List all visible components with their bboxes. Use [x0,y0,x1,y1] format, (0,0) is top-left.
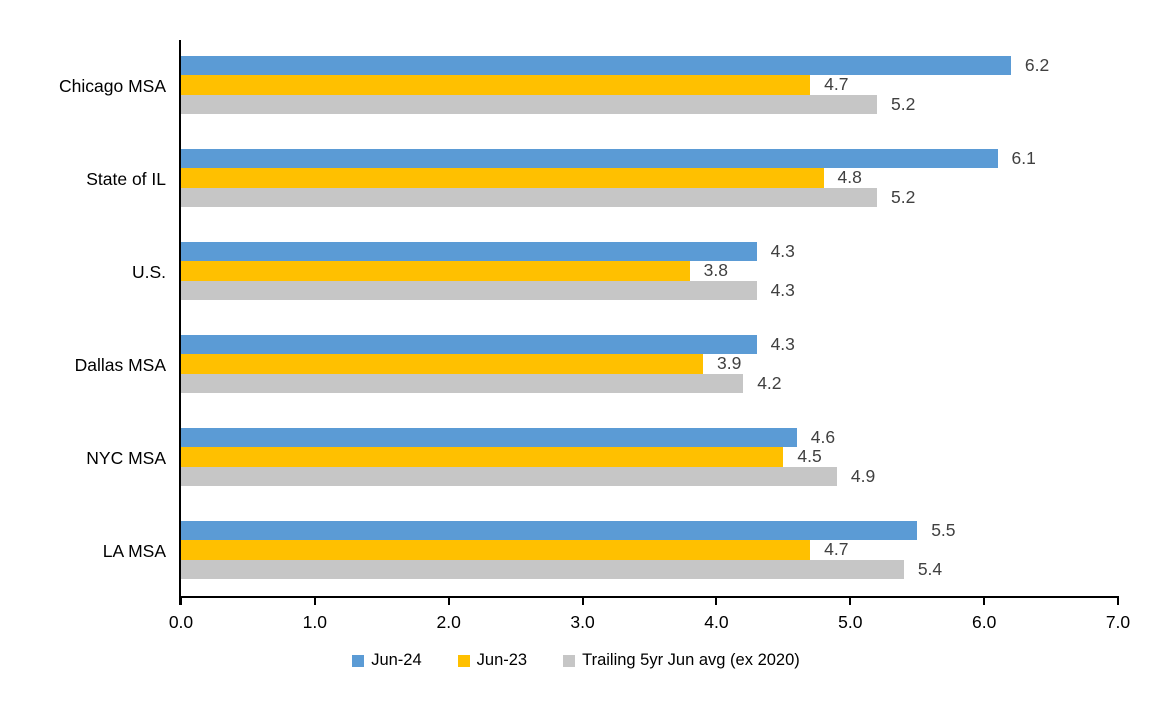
bar-value-label: 4.2 [757,372,782,393]
x-axis-tick [983,598,986,605]
x-axis-tick-label: 2.0 [436,612,461,632]
bar-jun-24-u-s [181,241,757,261]
bar-value-label: 4.3 [770,279,795,300]
x-axis-tick-label: 7.0 [1105,612,1131,632]
x-axis-tick-label: 4.0 [704,612,729,632]
category-label-chicago-msa: Chicago MSA [59,76,166,96]
bar-jun-23-u-s [181,261,690,281]
bar-value-label: 5.2 [891,186,916,207]
x-axis-tick-label: 6.0 [971,612,997,632]
legend-item-jun-23: Jun-23 [457,651,528,670]
bar-value-label: 4.5 [797,446,822,467]
category-label-state-of-il: State of IL [86,169,166,189]
bar-value-label: 4.7 [824,539,849,560]
x-axis-tick [180,598,182,605]
bar-trailing-5yr-jun-avg-ex-2020-state-of-il [181,187,878,207]
bar-value-label: 4.6 [810,426,836,447]
bar-value-label: 4.9 [850,465,876,486]
bar-value-label: 4.8 [837,167,862,188]
bar-jun-24-state-of-il [181,148,998,168]
x-axis-tick [313,598,316,605]
bar-value-label: 3.8 [703,260,728,281]
bar-jun-23-la-msa [181,540,811,560]
bar-trailing-5yr-jun-avg-ex-2020-nyc-msa [181,466,837,486]
bar-jun-23-chicago-msa [181,75,811,95]
legend-swatch-icon [352,654,365,667]
x-axis-tick-label: 3.0 [570,612,595,632]
x-axis-tick [581,598,584,605]
x-axis-tick-label: 5.0 [838,612,863,632]
bar-value-label: 3.9 [717,353,742,374]
legend-label: Jun-24 [371,651,422,669]
chart-legend: Jun-24 Jun-23 Trailing 5yr Jun avg (ex 202… [0,651,1152,670]
bar-jun-24-dallas-msa [181,334,757,354]
bar-jun-24-la-msa [181,520,918,540]
bar-value-label: 4.3 [770,333,795,354]
category-label-dallas-msa: Dallas MSA [74,355,166,375]
x-axis-line [179,596,1119,598]
bar-jun-23-state-of-il [181,168,824,188]
category-label-la-msa: LA MSA [102,541,166,561]
bar-trailing-5yr-jun-avg-ex-2020-la-msa [181,559,904,579]
legend-item-jun-24: Jun-24 [352,651,422,670]
x-axis-tick [447,598,450,605]
bar-value-label: 4.3 [770,240,795,261]
category-label-nyc-msa: NYC MSA [86,448,166,468]
bar-trailing-5yr-jun-avg-ex-2020-u-s [181,280,757,300]
legend-swatch-icon [563,654,576,667]
y-axis-line [179,40,181,605]
category-label-u-s: U.S. [131,262,166,282]
legend-label: Jun-23 [476,651,528,669]
bar-value-label: 5.2 [891,93,916,114]
bar-jun-24-chicago-msa [181,55,1011,75]
bar-value-label: 5.5 [931,519,956,540]
bar-trailing-5yr-jun-avg-ex-2020-chicago-msa [181,94,878,114]
bar-trailing-5yr-jun-avg-ex-2020-dallas-msa [181,373,744,393]
bar-jun-23-dallas-msa [181,354,704,374]
legend-label: Trailing 5yr Jun avg (ex 2020) [582,651,800,669]
x-axis-tick-label: 0.0 [168,612,194,632]
bar-value-label: 6.2 [1024,54,1050,75]
legend-item-trailing-5yr-jun-avg-ex-2020: Trailing 5yr Jun avg (ex 2020) [563,651,800,670]
bar-value-label: 5.4 [917,558,943,579]
x-axis-tick-label: 1.0 [302,612,327,632]
bar-jun-24-nyc-msa [181,427,797,447]
x-axis-tick [715,598,718,605]
legend-swatch-icon [457,654,470,667]
x-axis-tick [1117,598,1119,605]
bar-jun-23-nyc-msa [181,447,784,467]
bar-value-label: 6.1 [1011,147,1036,168]
x-axis-tick [849,598,852,605]
bar-value-label: 4.7 [824,74,849,95]
